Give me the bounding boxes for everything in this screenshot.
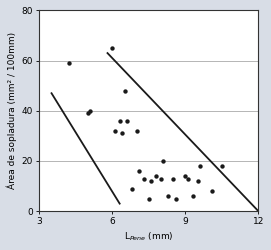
Point bbox=[147, 196, 151, 200]
Point bbox=[66, 61, 71, 65]
Point bbox=[191, 194, 195, 198]
Point bbox=[171, 176, 175, 180]
Point bbox=[88, 109, 93, 113]
Point bbox=[195, 179, 200, 183]
Point bbox=[113, 129, 117, 133]
Point bbox=[159, 176, 163, 180]
Point bbox=[166, 194, 170, 198]
Point bbox=[154, 174, 158, 178]
Point bbox=[120, 131, 124, 135]
Point bbox=[142, 176, 146, 180]
Point bbox=[130, 186, 134, 190]
Point bbox=[110, 46, 115, 50]
X-axis label: L$_{Pene}$ (mm): L$_{Pene}$ (mm) bbox=[124, 230, 174, 243]
Point bbox=[161, 159, 166, 163]
Point bbox=[210, 189, 214, 193]
Y-axis label: Área de sopladura (mm² / 100mm): Área de sopladura (mm² / 100mm) bbox=[7, 32, 17, 189]
Point bbox=[122, 89, 127, 93]
Point bbox=[125, 119, 129, 123]
Point bbox=[86, 111, 90, 115]
Point bbox=[173, 196, 178, 200]
Point bbox=[149, 179, 153, 183]
Point bbox=[220, 164, 224, 168]
Point bbox=[183, 174, 188, 178]
Point bbox=[118, 119, 122, 123]
Point bbox=[137, 169, 141, 173]
Point bbox=[198, 164, 202, 168]
Point bbox=[186, 176, 190, 180]
Point bbox=[134, 129, 139, 133]
